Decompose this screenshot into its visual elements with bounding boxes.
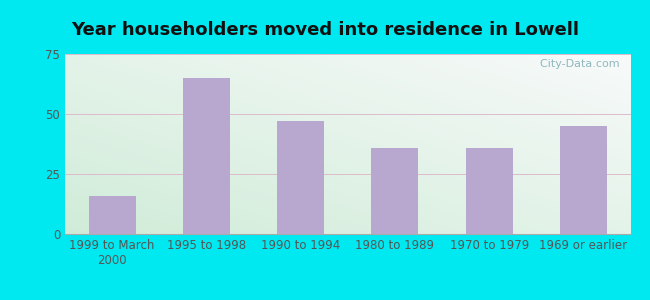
- Bar: [560, 126, 607, 234]
- Text: City-Data.com: City-Data.com: [532, 59, 619, 69]
- Text: Year householders moved into residence in Lowell: Year householders moved into residence i…: [71, 21, 579, 39]
- Bar: [88, 196, 136, 234]
- Bar: [371, 148, 419, 234]
- Bar: [277, 121, 324, 234]
- Bar: [183, 78, 230, 234]
- Bar: [465, 148, 513, 234]
